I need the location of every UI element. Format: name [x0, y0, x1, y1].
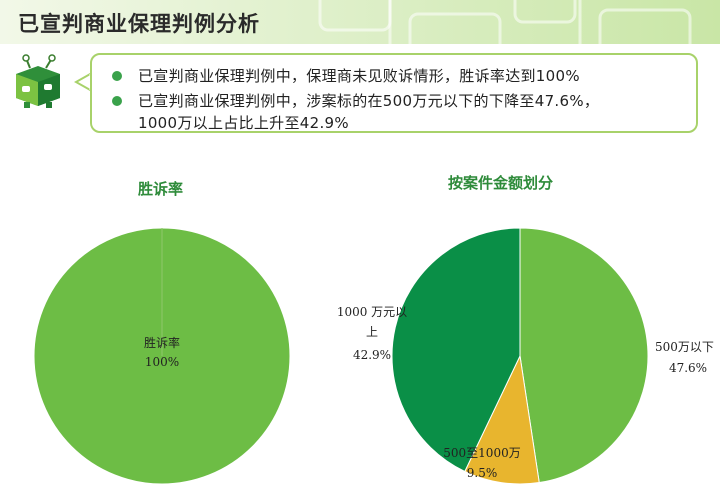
pie-slice — [519, 227, 649, 484]
pie-chart-win-rate — [33, 227, 291, 485]
bullet-dot — [112, 71, 122, 81]
pie2-label-large: 500万以下 47.6% — [655, 340, 714, 375]
pie-slice — [391, 227, 521, 473]
pie-slice — [464, 354, 540, 485]
bullet-item: 已宣判商业保理判例中，涉案标的在500万元以下的下降至47.6%， 1000万以… — [112, 90, 599, 134]
header-decoration — [318, 0, 692, 44]
slice-value-label: 100% — [145, 355, 179, 369]
mascot-icon — [16, 54, 60, 108]
slice-label: 1000 万元以上 — [337, 305, 407, 339]
slice-label: 500至1000万 — [443, 446, 520, 460]
bullet-text-line: 已宣判商业保理判例中，涉案标的在500万元以下的下降至47.6%， — [138, 92, 600, 110]
bullet-text: 已宣判商业保理判例中，涉案标的在500万元以下的下降至47.6%， 1000万以… — [138, 90, 599, 134]
bullet-dot — [112, 96, 122, 106]
pie2-label-small: 1000 万元以上 42.9% — [337, 305, 407, 362]
slice-value-label: 47.6% — [669, 361, 707, 375]
bullet-text-line: 1000万以上占比上升至42.9% — [138, 114, 349, 132]
header-bar: 已宣判商业保理判例分析 — [0, 0, 720, 44]
slice-label-line: 1000 万元以 — [337, 305, 407, 319]
chart-title-win-rate: 胜诉率 — [138, 180, 184, 198]
page-title: 已宣判商业保理判例分析 — [18, 12, 260, 36]
slice-label: 500万以下 — [655, 340, 714, 354]
pie-chart-amount — [391, 227, 649, 485]
slice-value-label: 9.5% — [467, 466, 498, 480]
pie1-label: 胜诉率 100% — [144, 335, 180, 369]
slice-label: 胜诉率 — [144, 335, 180, 350]
bullet-item: 已宣判商业保理判例中，保理商未见败诉情形，胜诉率达到100% — [112, 65, 580, 87]
chart-title-amount: 按案件金额划分 — [448, 174, 554, 192]
slice-label-line: 上 — [366, 325, 378, 339]
bullet-text: 已宣判商业保理判例中，保理商未见败诉情形，胜诉率达到100% — [138, 67, 580, 85]
slice-value-label: 42.9% — [353, 348, 391, 362]
summary-callout: 已宣判商业保理判例中，保理商未见败诉情形，胜诉率达到100% 已宣判商业保理判例… — [90, 53, 698, 133]
pie2-label-mid: 500至1000万 9.5% — [443, 446, 520, 480]
